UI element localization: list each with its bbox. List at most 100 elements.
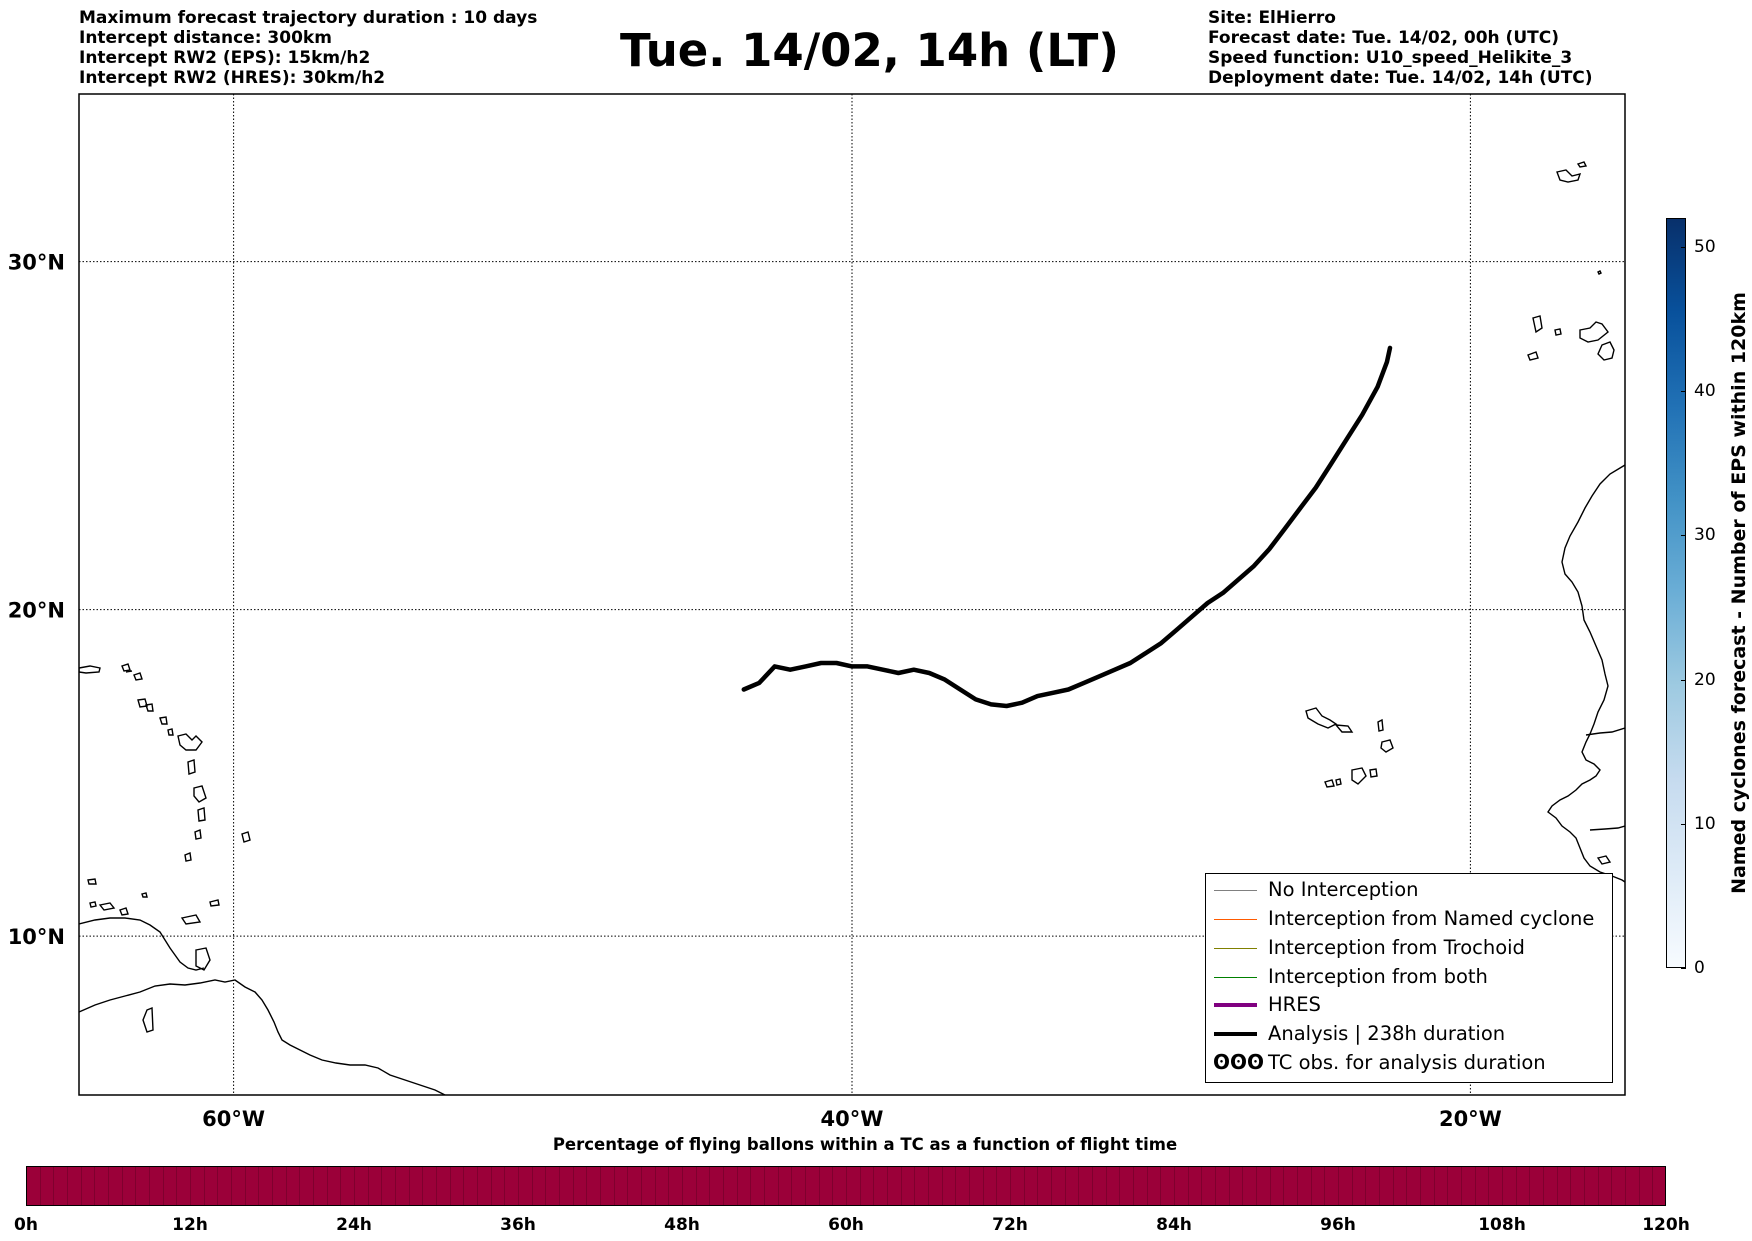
time-colorbar-division: [1365, 1166, 1367, 1206]
island-fuerteventura: [1597, 341, 1615, 361]
time-colorbar-division: [723, 1166, 724, 1206]
eps-colorbar-tick-mark: [1681, 968, 1686, 969]
time-colorbar-division: [1324, 1166, 1326, 1206]
island-st-vincent: [194, 829, 202, 840]
coastline-venezuela-north: [79, 917, 205, 971]
time-colorbar-division: [1078, 1166, 1080, 1206]
time-colorbar-division: [1529, 1166, 1531, 1206]
lon-label-40w: 40°W: [821, 1107, 884, 1131]
time-colorbar-division: [873, 1166, 875, 1206]
legend-label-analysis: Analysis | 238h duration: [1268, 1022, 1506, 1045]
time-colorbar-division: [695, 1166, 697, 1206]
time-colorbar-division: [996, 1166, 998, 1206]
time-colorbar-division: [832, 1166, 834, 1206]
legend-swatch-both: [1214, 977, 1257, 978]
time-colorbar-division: [1023, 1166, 1025, 1206]
time-colorbar-division: [463, 1166, 465, 1206]
time-colorbar-division: [1433, 1166, 1435, 1206]
time-colorbar-division: [846, 1166, 847, 1206]
time-colorbar-division: [1420, 1166, 1421, 1206]
time-colorbar-division: [1256, 1166, 1257, 1206]
time-colorbar-tick: 108h: [1478, 1215, 1526, 1235]
legend-swatch-named-cyclone: [1214, 919, 1257, 920]
time-colorbar-division: [586, 1166, 588, 1206]
time-colorbar-division: [654, 1166, 656, 1206]
lat-label-30n: 30°N: [8, 251, 65, 275]
time-colorbar-division: [203, 1166, 205, 1206]
time-colorbar-division: [791, 1166, 793, 1206]
legend-item-analysis: Analysis | 238h duration: [1206, 1020, 1612, 1049]
time-colorbar-division: [217, 1166, 219, 1206]
legend-label-both: Interception from both: [1268, 965, 1488, 988]
time-colorbar-division: [914, 1166, 916, 1206]
time-colorbar-division: [108, 1166, 109, 1206]
time-colorbar-division: [1228, 1166, 1230, 1206]
latitude-labels: 30°N 20°N 10°N: [8, 251, 65, 950]
time-colorbar-division: [1652, 1166, 1654, 1206]
header-line-speed-function: Speed function: U10_speed_Helikite_3: [1208, 48, 1573, 68]
island-el-hierro: [1597, 270, 1602, 275]
island-tobago: [209, 899, 220, 907]
legend-label-tc-obs: TC obs. for analysis duration: [1268, 1051, 1546, 1074]
time-colorbar-division: [1174, 1166, 1175, 1206]
eps-colorbar-tick: 0: [1694, 958, 1705, 978]
island-cape-verde-6: [1369, 768, 1378, 778]
island-small-1: [125, 670, 133, 673]
time-colorbar-division: [1119, 1166, 1121, 1206]
time-colorbar-division: [1638, 1166, 1640, 1206]
analysis-track: [741, 345, 1393, 709]
time-colorbar-tick: 0h: [14, 1215, 38, 1235]
time-colorbar-division: [176, 1166, 178, 1206]
island-trinidad: [195, 947, 211, 971]
map-legend: No Interception Interception from Named …: [1205, 873, 1613, 1083]
coastline-south-america: [79, 979, 446, 1095]
legend-label-named-cyclone: Interception from Named cyclone: [1268, 907, 1595, 930]
time-colorbar-division: [1474, 1166, 1476, 1206]
island-small-5: [167, 728, 174, 736]
time-colorbar-division: [805, 1166, 806, 1206]
time-colorbar-division: [859, 1166, 861, 1206]
time-colorbar-tick: 24h: [336, 1215, 372, 1235]
island-virgin-islands: [121, 663, 131, 672]
time-colorbar-division: [1146, 1166, 1148, 1206]
legend-item-both: Interception from both: [1206, 963, 1612, 992]
header-line-forecast-date: Forecast date: Tue. 14/02, 00h (UTC): [1208, 28, 1559, 48]
time-colorbar-division: [641, 1166, 642, 1206]
time-colorbar-tick: 84h: [1156, 1215, 1192, 1235]
time-colorbar-division: [1092, 1166, 1093, 1206]
time-colorbar-division: [244, 1166, 246, 1206]
longitude-labels: 60°W 40°W 20°W: [202, 1107, 1502, 1131]
time-colorbar-division: [1283, 1166, 1285, 1206]
eps-colorbar-label: Named cyclones forecast - Number of EPS …: [1728, 292, 1750, 894]
time-colorbar-division: [764, 1166, 765, 1206]
header-line-max-duration: Maximum forecast trajectory duration : 1…: [79, 8, 538, 28]
island-cape-verde-7: [1324, 779, 1335, 788]
eps-colorbar-tick-mark: [1681, 391, 1686, 393]
time-colorbar-tick: 48h: [664, 1215, 700, 1235]
island-cape-verde-3: [1377, 718, 1384, 732]
eps-colorbar-tick: 50: [1694, 236, 1716, 257]
time-colorbar-division: [1611, 1166, 1613, 1206]
coastline-gambia: [1585, 727, 1625, 736]
map-frame: [78, 93, 1626, 1096]
time-colorbar-division: [1037, 1166, 1039, 1206]
time-colorbar-tick: 96h: [1320, 1215, 1356, 1235]
time-colorbar-division: [1597, 1166, 1599, 1206]
time-colorbar-division: [818, 1166, 820, 1206]
eps-colorbar-tick-mark: [1681, 535, 1686, 537]
legend-item-named-cyclone: Interception from Named cyclone: [1206, 905, 1612, 934]
time-colorbar-division: [1105, 1166, 1107, 1206]
legend-item-hres: HRES: [1206, 991, 1612, 1020]
island-madeira: [1556, 169, 1582, 183]
legend-label-no-interception: No Interception: [1268, 878, 1419, 901]
time-colorbar-division: [94, 1166, 96, 1206]
time-colorbar-division: [340, 1166, 342, 1206]
eps-colorbar: [1666, 218, 1686, 968]
legend-label-hres: HRES: [1268, 993, 1321, 1016]
time-colorbar-division: [1488, 1166, 1490, 1206]
island-tenerife: [1532, 315, 1543, 334]
time-colorbar-division: [422, 1166, 424, 1206]
island-lanzarote: [1579, 321, 1609, 343]
time-colorbar-division: [135, 1166, 137, 1206]
island-gran-canaria: [1554, 328, 1562, 336]
